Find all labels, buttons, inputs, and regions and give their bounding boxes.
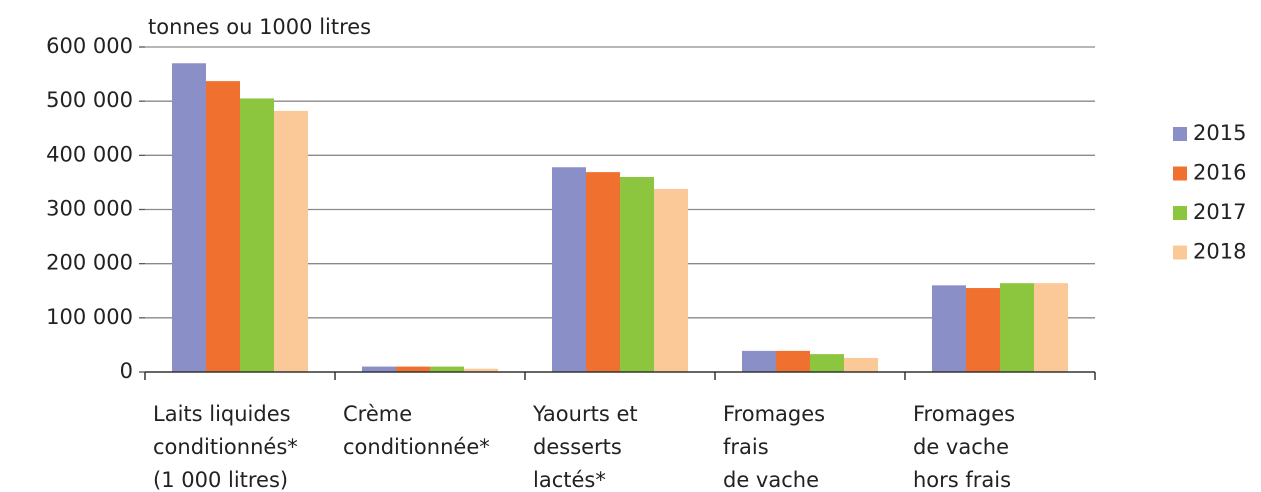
y-axis-label: tonnes ou 1000 litres [148, 15, 371, 39]
legend-label: 2017 [1193, 200, 1246, 224]
bar [844, 357, 878, 372]
legend-label: 2018 [1193, 240, 1246, 264]
bar [206, 81, 240, 372]
bar [776, 350, 810, 372]
bar [172, 63, 206, 372]
legend-swatch [1173, 127, 1187, 141]
x-tick-label: Laits liquides [153, 402, 291, 426]
y-tick-label: 600 000 [46, 34, 133, 58]
y-tick-label: 300 000 [46, 197, 133, 221]
bar [240, 98, 274, 372]
legend-swatch [1173, 166, 1187, 181]
bar [932, 285, 966, 372]
x-tick-label: lactés* [533, 468, 606, 492]
bar [396, 366, 430, 372]
x-tick-label: Crème [343, 402, 412, 426]
y-tick-label: 500 000 [46, 88, 133, 112]
y-tick-label: 0 [120, 359, 133, 383]
x-tick-label: conditionnée* [343, 435, 490, 459]
bar [464, 368, 498, 372]
bar [1034, 283, 1068, 372]
y-tick-label: 200 000 [46, 251, 133, 275]
x-tick-label: hors frais [913, 468, 1011, 492]
y-tick-label: 400 000 [46, 142, 133, 166]
x-tick-label: Fromages [723, 402, 825, 426]
bar [586, 172, 620, 372]
x-tick-label: frais [723, 435, 769, 459]
x-tick-label: (1 000 litres) [153, 468, 288, 492]
x-tick-label: desserts [533, 435, 622, 459]
x-tick-label: de vache [913, 435, 1009, 459]
bar [620, 177, 654, 372]
bar [742, 350, 776, 372]
x-tick-label: conditionnés* [153, 435, 298, 459]
bar [552, 167, 586, 372]
bar [362, 366, 396, 372]
bar [1000, 283, 1034, 372]
bar [274, 110, 308, 373]
bar [430, 366, 464, 372]
legend-label: 2015 [1193, 121, 1246, 145]
bar [654, 188, 688, 372]
x-tick-label: Fromages [913, 402, 1015, 426]
legend-swatch [1173, 206, 1187, 220]
bar [810, 354, 844, 372]
bar [966, 288, 1000, 372]
legend-swatch [1173, 245, 1187, 260]
legend-label: 2016 [1193, 161, 1246, 185]
x-tick-label: Yaourts et [532, 402, 638, 426]
x-tick-label: de vache [723, 468, 819, 492]
y-tick-label: 100 000 [46, 305, 133, 329]
